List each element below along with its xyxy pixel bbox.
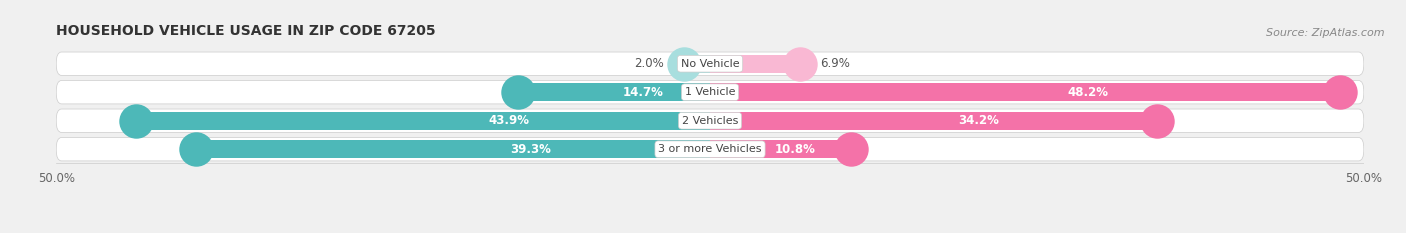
Bar [136, 112, 710, 130]
Text: 10.8%: 10.8% [775, 143, 815, 156]
Text: 2.0%: 2.0% [634, 57, 664, 70]
Bar [710, 112, 1157, 130]
FancyBboxPatch shape [56, 81, 1364, 104]
Text: 39.3%: 39.3% [510, 143, 551, 156]
FancyBboxPatch shape [56, 137, 1364, 161]
Text: 34.2%: 34.2% [957, 114, 998, 127]
Text: 3 or more Vehicles: 3 or more Vehicles [658, 144, 762, 154]
Bar [710, 140, 851, 158]
Text: 1 Vehicle: 1 Vehicle [685, 87, 735, 97]
Text: 48.2%: 48.2% [1067, 86, 1109, 99]
Bar [197, 140, 710, 158]
Bar [710, 83, 1340, 101]
FancyBboxPatch shape [56, 52, 1364, 75]
Bar [683, 55, 710, 72]
Text: No Vehicle: No Vehicle [681, 59, 740, 69]
Text: 2 Vehicles: 2 Vehicles [682, 116, 738, 126]
Bar [517, 83, 710, 101]
Bar [710, 55, 800, 72]
Text: Source: ZipAtlas.com: Source: ZipAtlas.com [1267, 28, 1385, 38]
Text: 14.7%: 14.7% [623, 86, 664, 99]
FancyBboxPatch shape [56, 109, 1364, 132]
Text: 6.9%: 6.9% [820, 57, 849, 70]
Text: HOUSEHOLD VEHICLE USAGE IN ZIP CODE 67205: HOUSEHOLD VEHICLE USAGE IN ZIP CODE 6720… [56, 24, 436, 38]
Text: 43.9%: 43.9% [489, 114, 530, 127]
